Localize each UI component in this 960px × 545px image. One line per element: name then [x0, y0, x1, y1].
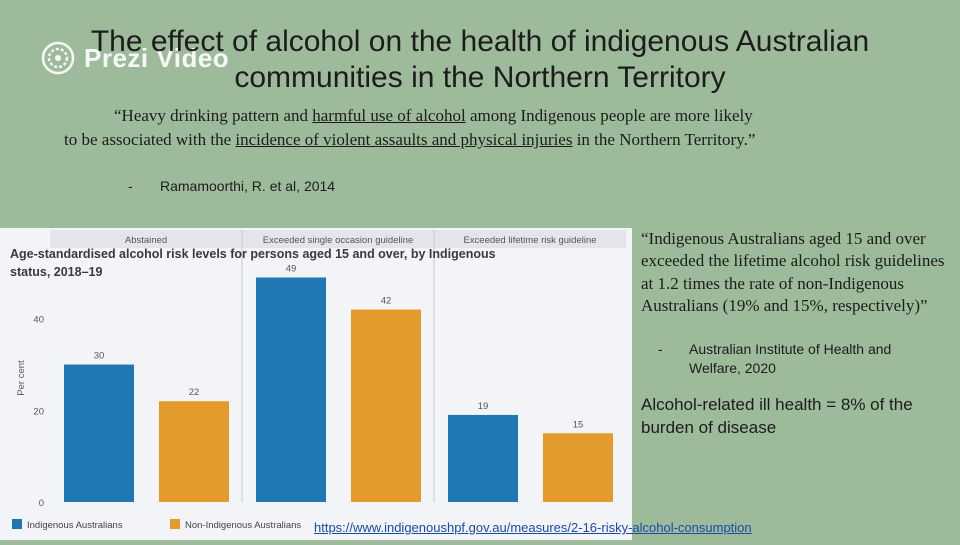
y-axis-label: Per cent	[16, 360, 27, 396]
legend-swatch	[170, 519, 180, 529]
y-tick-label: 0	[39, 498, 44, 509]
data-label: 30	[94, 351, 105, 362]
bar	[159, 401, 229, 502]
citation-dash: -	[128, 178, 133, 194]
source-link[interactable]: https://www.indigenoushpf.gov.au/measure…	[314, 520, 752, 535]
citation-text: Australian Institute of Health and Welfa…	[689, 341, 892, 376]
chart-title: status, 2018–19	[10, 265, 102, 279]
panel-header-label: Exceeded single occasion guideline	[263, 235, 414, 246]
data-label: 42	[381, 296, 392, 307]
bar	[448, 414, 518, 502]
data-label: 22	[189, 387, 200, 398]
citation-text: Ramamoorthi, R. et al, 2014	[160, 178, 336, 194]
slide-title: The effect of alcohol on the health of i…	[90, 25, 870, 94]
quote-text: among Indigenous people are more likely …	[64, 106, 753, 149]
bar	[64, 364, 134, 502]
chart-panel: Abstained Exceeded single occasion guidel…	[0, 228, 632, 540]
quote-citation: - Australian Institute of Health and Wel…	[658, 340, 918, 378]
quote-underlined-text: harmful use of alcohol	[312, 106, 466, 125]
data-label: 19	[478, 401, 489, 412]
prezi-logo-icon	[41, 41, 75, 75]
data-label: 15	[573, 419, 584, 430]
panel-header-label: Exceeded lifetime risk guideline	[463, 235, 596, 246]
bar	[543, 433, 613, 502]
data-label: 49	[286, 263, 297, 274]
y-tick-label: 20	[33, 406, 44, 417]
legend-label: Indigenous Australians	[27, 520, 123, 531]
quote-underlined-text: incidence of violent assaults and physic…	[235, 130, 573, 149]
legend-swatch	[12, 519, 22, 529]
bar	[351, 309, 421, 502]
burden-fact: Alcohol-related ill health = 8% of the b…	[641, 395, 913, 437]
legend-label: Non-Indigenous Australians	[185, 520, 301, 531]
panel-header-label: Abstained	[125, 235, 167, 246]
y-tick-label: 40	[33, 315, 44, 326]
bar	[256, 277, 326, 502]
bar-chart: Abstained Exceeded single occasion guidel…	[10, 230, 626, 531]
quote-text: “Heavy drinking pattern and	[114, 106, 313, 125]
quote-heavy-drinking: “Heavy drinking pattern and harmful use …	[64, 104, 764, 152]
quote-text: in the Northern Territory.”	[572, 130, 756, 149]
prezi-video-logo: Prezi Video	[40, 40, 229, 76]
quote-lifetime-risk: “Indigenous Australians aged 15 and over…	[641, 229, 945, 316]
logo-text: Prezi Video	[84, 42, 230, 73]
panel-header-strip	[50, 230, 626, 248]
quote-citation: - Ramamoorthi, R. et al, 2014	[128, 178, 335, 194]
chart-title: Age-standardised alcohol risk levels for…	[10, 247, 496, 261]
citation-dash: -	[658, 341, 663, 357]
